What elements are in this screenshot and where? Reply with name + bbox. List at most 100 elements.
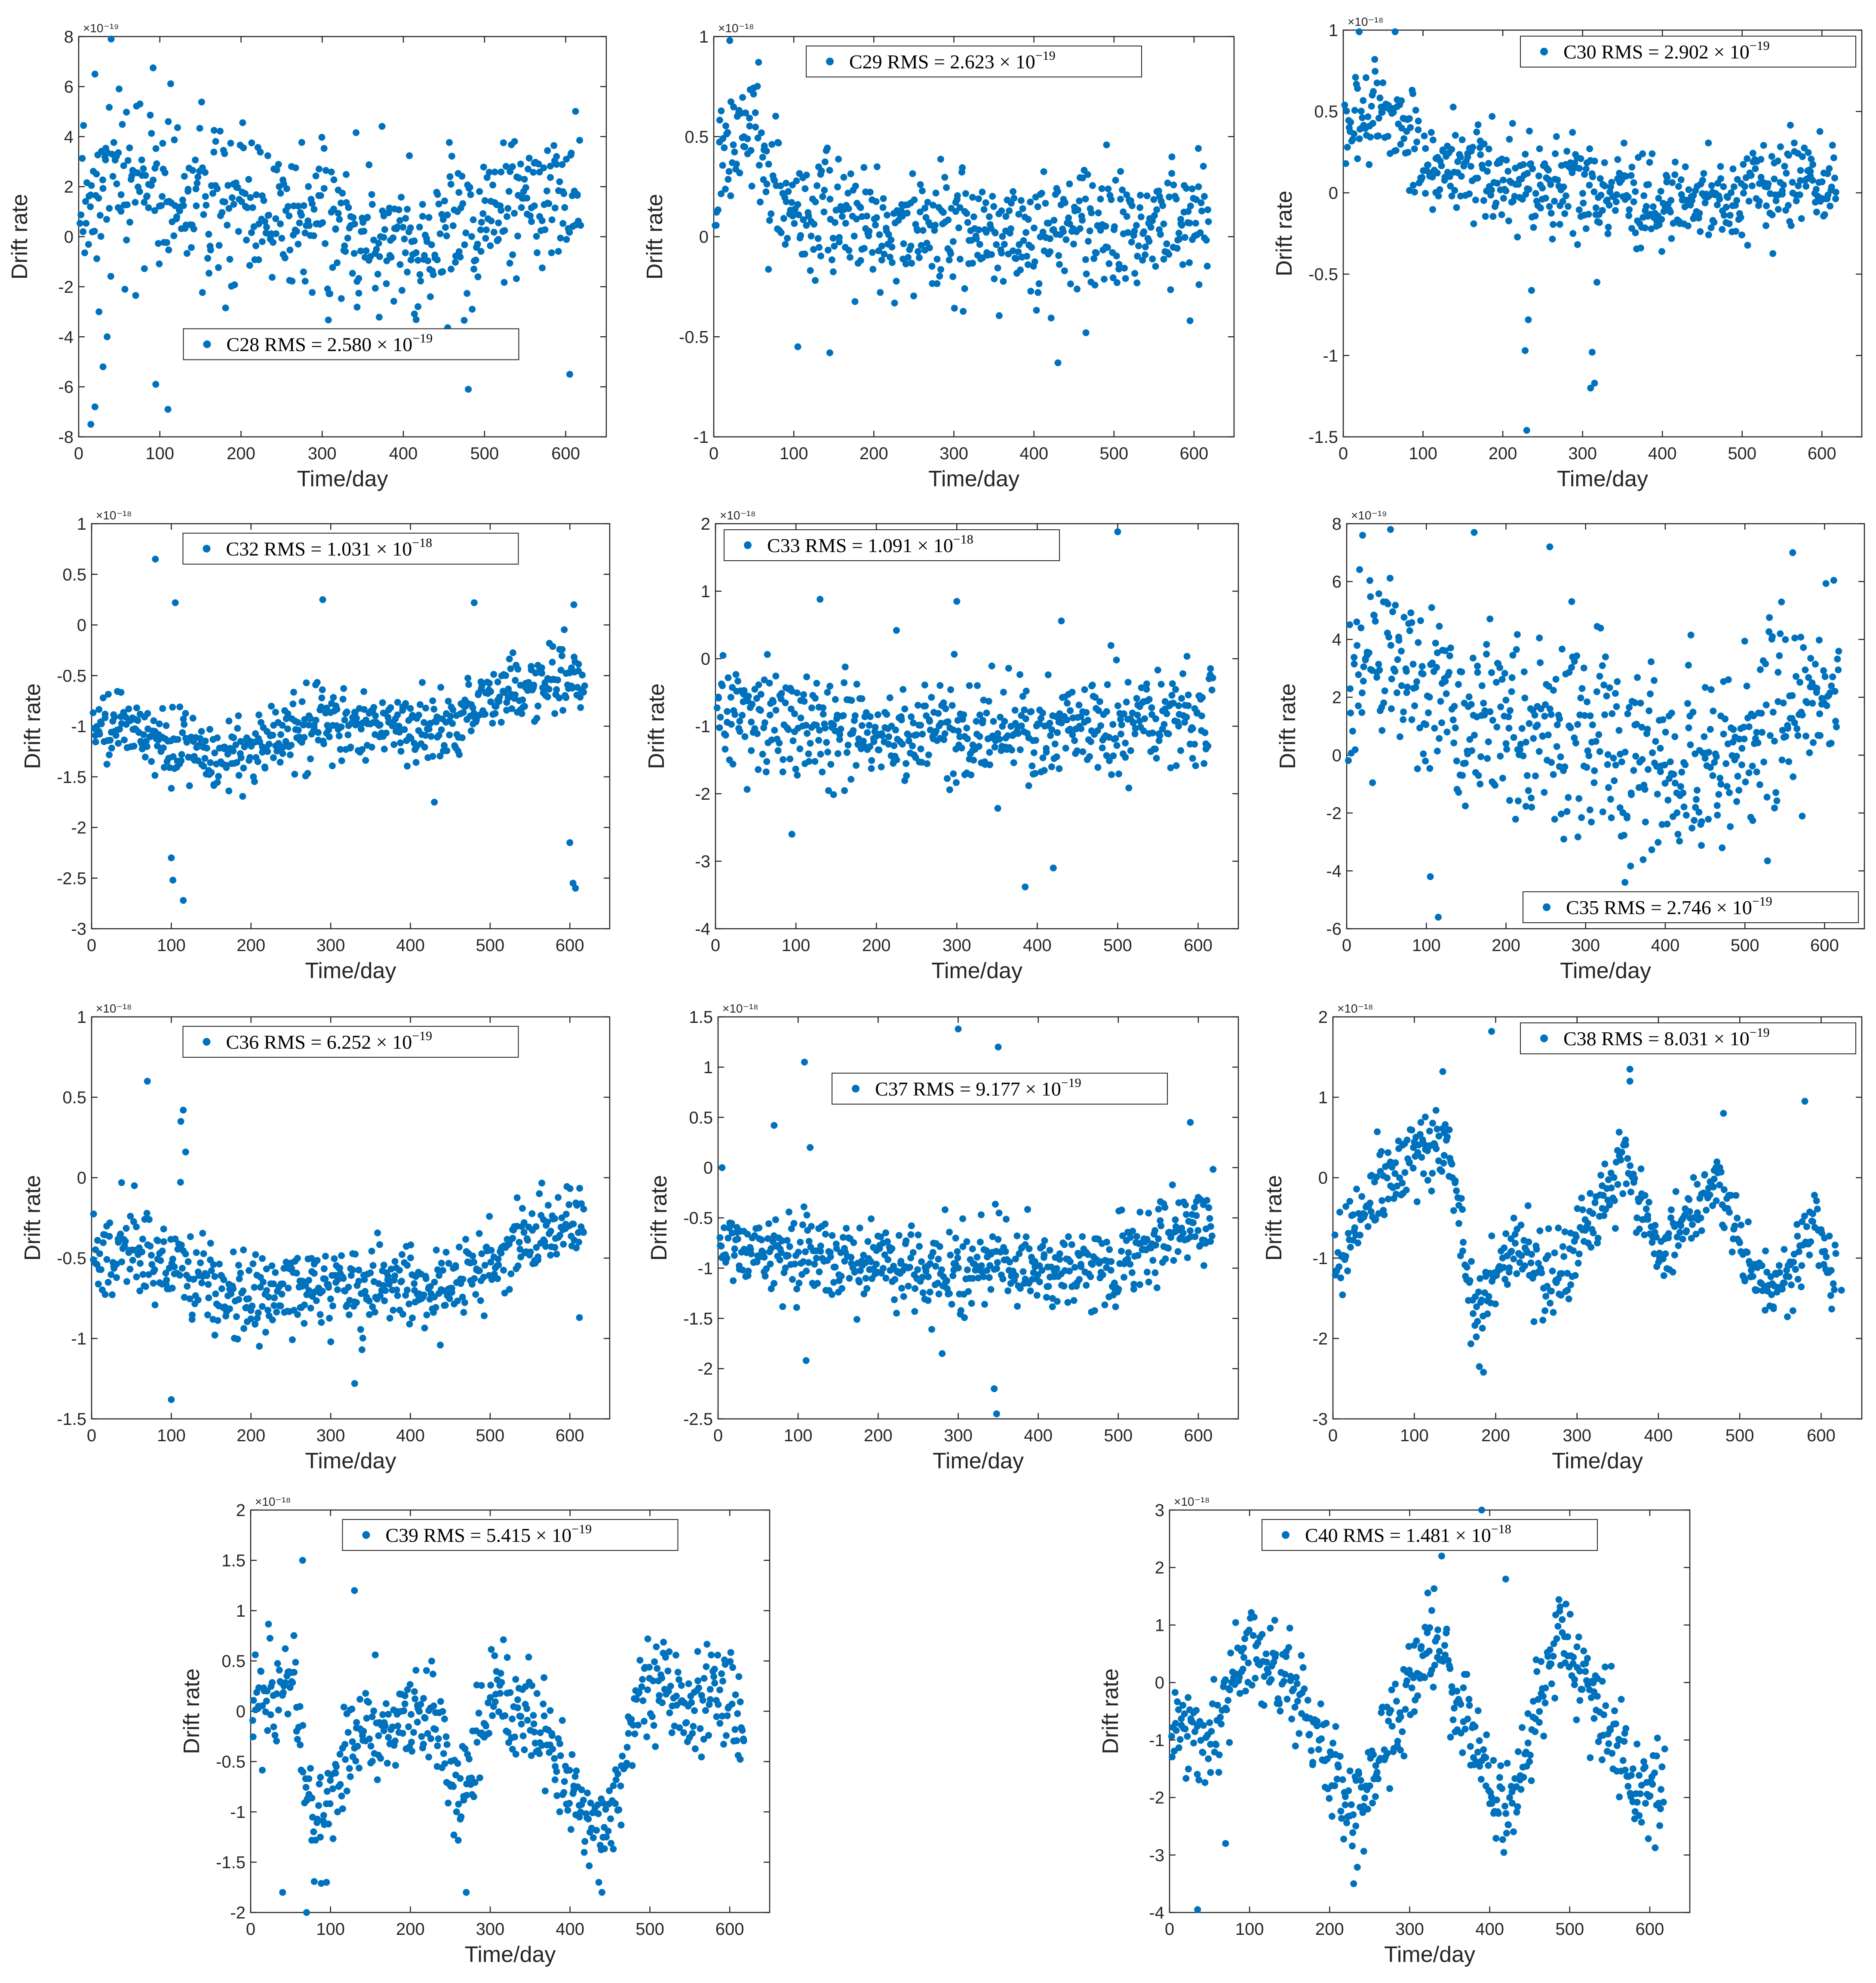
y-tick-label: -2 [697, 1360, 713, 1378]
data-point [1658, 248, 1665, 255]
data-point [533, 1244, 540, 1251]
data-point [1010, 247, 1016, 255]
data-point [434, 1266, 441, 1274]
data-point [1525, 316, 1532, 323]
data-point [1133, 1233, 1140, 1240]
data-point [1381, 687, 1388, 694]
data-point [926, 244, 933, 252]
data-point [486, 1213, 493, 1220]
x-tick-label: 500 [476, 936, 505, 955]
data-point [911, 196, 918, 203]
data-point [1149, 217, 1156, 224]
series-c37 [716, 1025, 1217, 1418]
panel-c37: 0 100 200 300 400 500 600-2.5-2-1.5-1-0.500.51… [647, 1002, 1239, 1473]
data-point [148, 130, 155, 137]
data-point [1193, 1212, 1200, 1219]
data-point [565, 1201, 573, 1208]
legend-label-text: C30 RMS = 2.902 × 10 [1563, 41, 1750, 63]
data-point [1189, 755, 1196, 762]
data-point [875, 746, 883, 754]
data-point [1090, 255, 1098, 262]
data-point [1612, 761, 1619, 769]
data-point [275, 740, 282, 747]
data-point [814, 235, 822, 242]
data-point [726, 37, 734, 44]
data-point [1166, 193, 1173, 201]
data-point [929, 1249, 936, 1256]
data-point [973, 235, 980, 243]
data-point [329, 264, 336, 271]
data-point [136, 100, 144, 107]
legend-label-exponent: −19 [412, 1029, 432, 1043]
data-point [718, 682, 726, 689]
data-point [772, 1216, 779, 1223]
data-point [538, 669, 546, 677]
data-point [1024, 1206, 1031, 1213]
data-point [1400, 135, 1408, 142]
data-point [1584, 698, 1590, 706]
data-point [210, 148, 218, 156]
data-point [748, 1250, 755, 1258]
data-point [1393, 689, 1400, 697]
data-point [575, 660, 582, 668]
data-point [96, 212, 104, 219]
data-point [387, 1265, 395, 1273]
data-point [425, 214, 433, 221]
data-point [884, 1238, 891, 1245]
data-point [941, 730, 949, 737]
data-point [383, 729, 390, 737]
data-point [1372, 68, 1379, 75]
data-point [1104, 244, 1111, 251]
data-point [1047, 248, 1054, 255]
data-point [736, 728, 743, 735]
data-point [573, 1244, 580, 1252]
x-tick-label: 400 [1651, 936, 1680, 955]
data-point [1808, 155, 1815, 163]
data-point [1557, 753, 1564, 761]
data-point [1000, 688, 1007, 696]
data-point [521, 175, 528, 183]
data-point [1201, 193, 1208, 200]
data-point [1789, 692, 1796, 699]
data-point [177, 1179, 184, 1186]
data-point [536, 169, 543, 176]
data-point [417, 701, 424, 708]
data-point [1697, 228, 1704, 235]
data-point [1621, 879, 1629, 886]
data-point [545, 200, 553, 207]
data-point [523, 194, 531, 202]
data-point [150, 176, 157, 184]
data-point [1530, 224, 1537, 231]
data-point [1526, 720, 1533, 727]
data-point [1375, 114, 1382, 122]
data-point [822, 724, 829, 732]
data-point [1802, 733, 1809, 740]
data-point [1796, 191, 1803, 198]
data-point [369, 1303, 376, 1311]
data-point [1373, 79, 1381, 86]
y-tick-label: 0.5 [685, 128, 709, 147]
data-point [1469, 144, 1477, 151]
data-point [772, 706, 780, 714]
data-point [778, 1249, 785, 1256]
data-point [1762, 222, 1770, 229]
data-point [305, 1287, 313, 1294]
data-point [1610, 755, 1617, 762]
data-point [430, 706, 438, 713]
data-point [905, 1283, 912, 1290]
data-point [487, 1259, 494, 1266]
data-point [934, 1280, 941, 1287]
data-point [1564, 203, 1572, 210]
data-point [209, 190, 216, 197]
x-tick-label: 600 [1184, 1426, 1213, 1445]
data-point [1805, 674, 1812, 681]
data-point [422, 732, 429, 739]
data-point [1369, 120, 1376, 127]
data-point [358, 725, 365, 733]
data-point [994, 264, 1001, 272]
data-point [578, 1200, 585, 1207]
data-point [468, 233, 475, 240]
data-point [186, 782, 193, 789]
data-point [734, 1235, 741, 1243]
data-point [1153, 1284, 1161, 1291]
